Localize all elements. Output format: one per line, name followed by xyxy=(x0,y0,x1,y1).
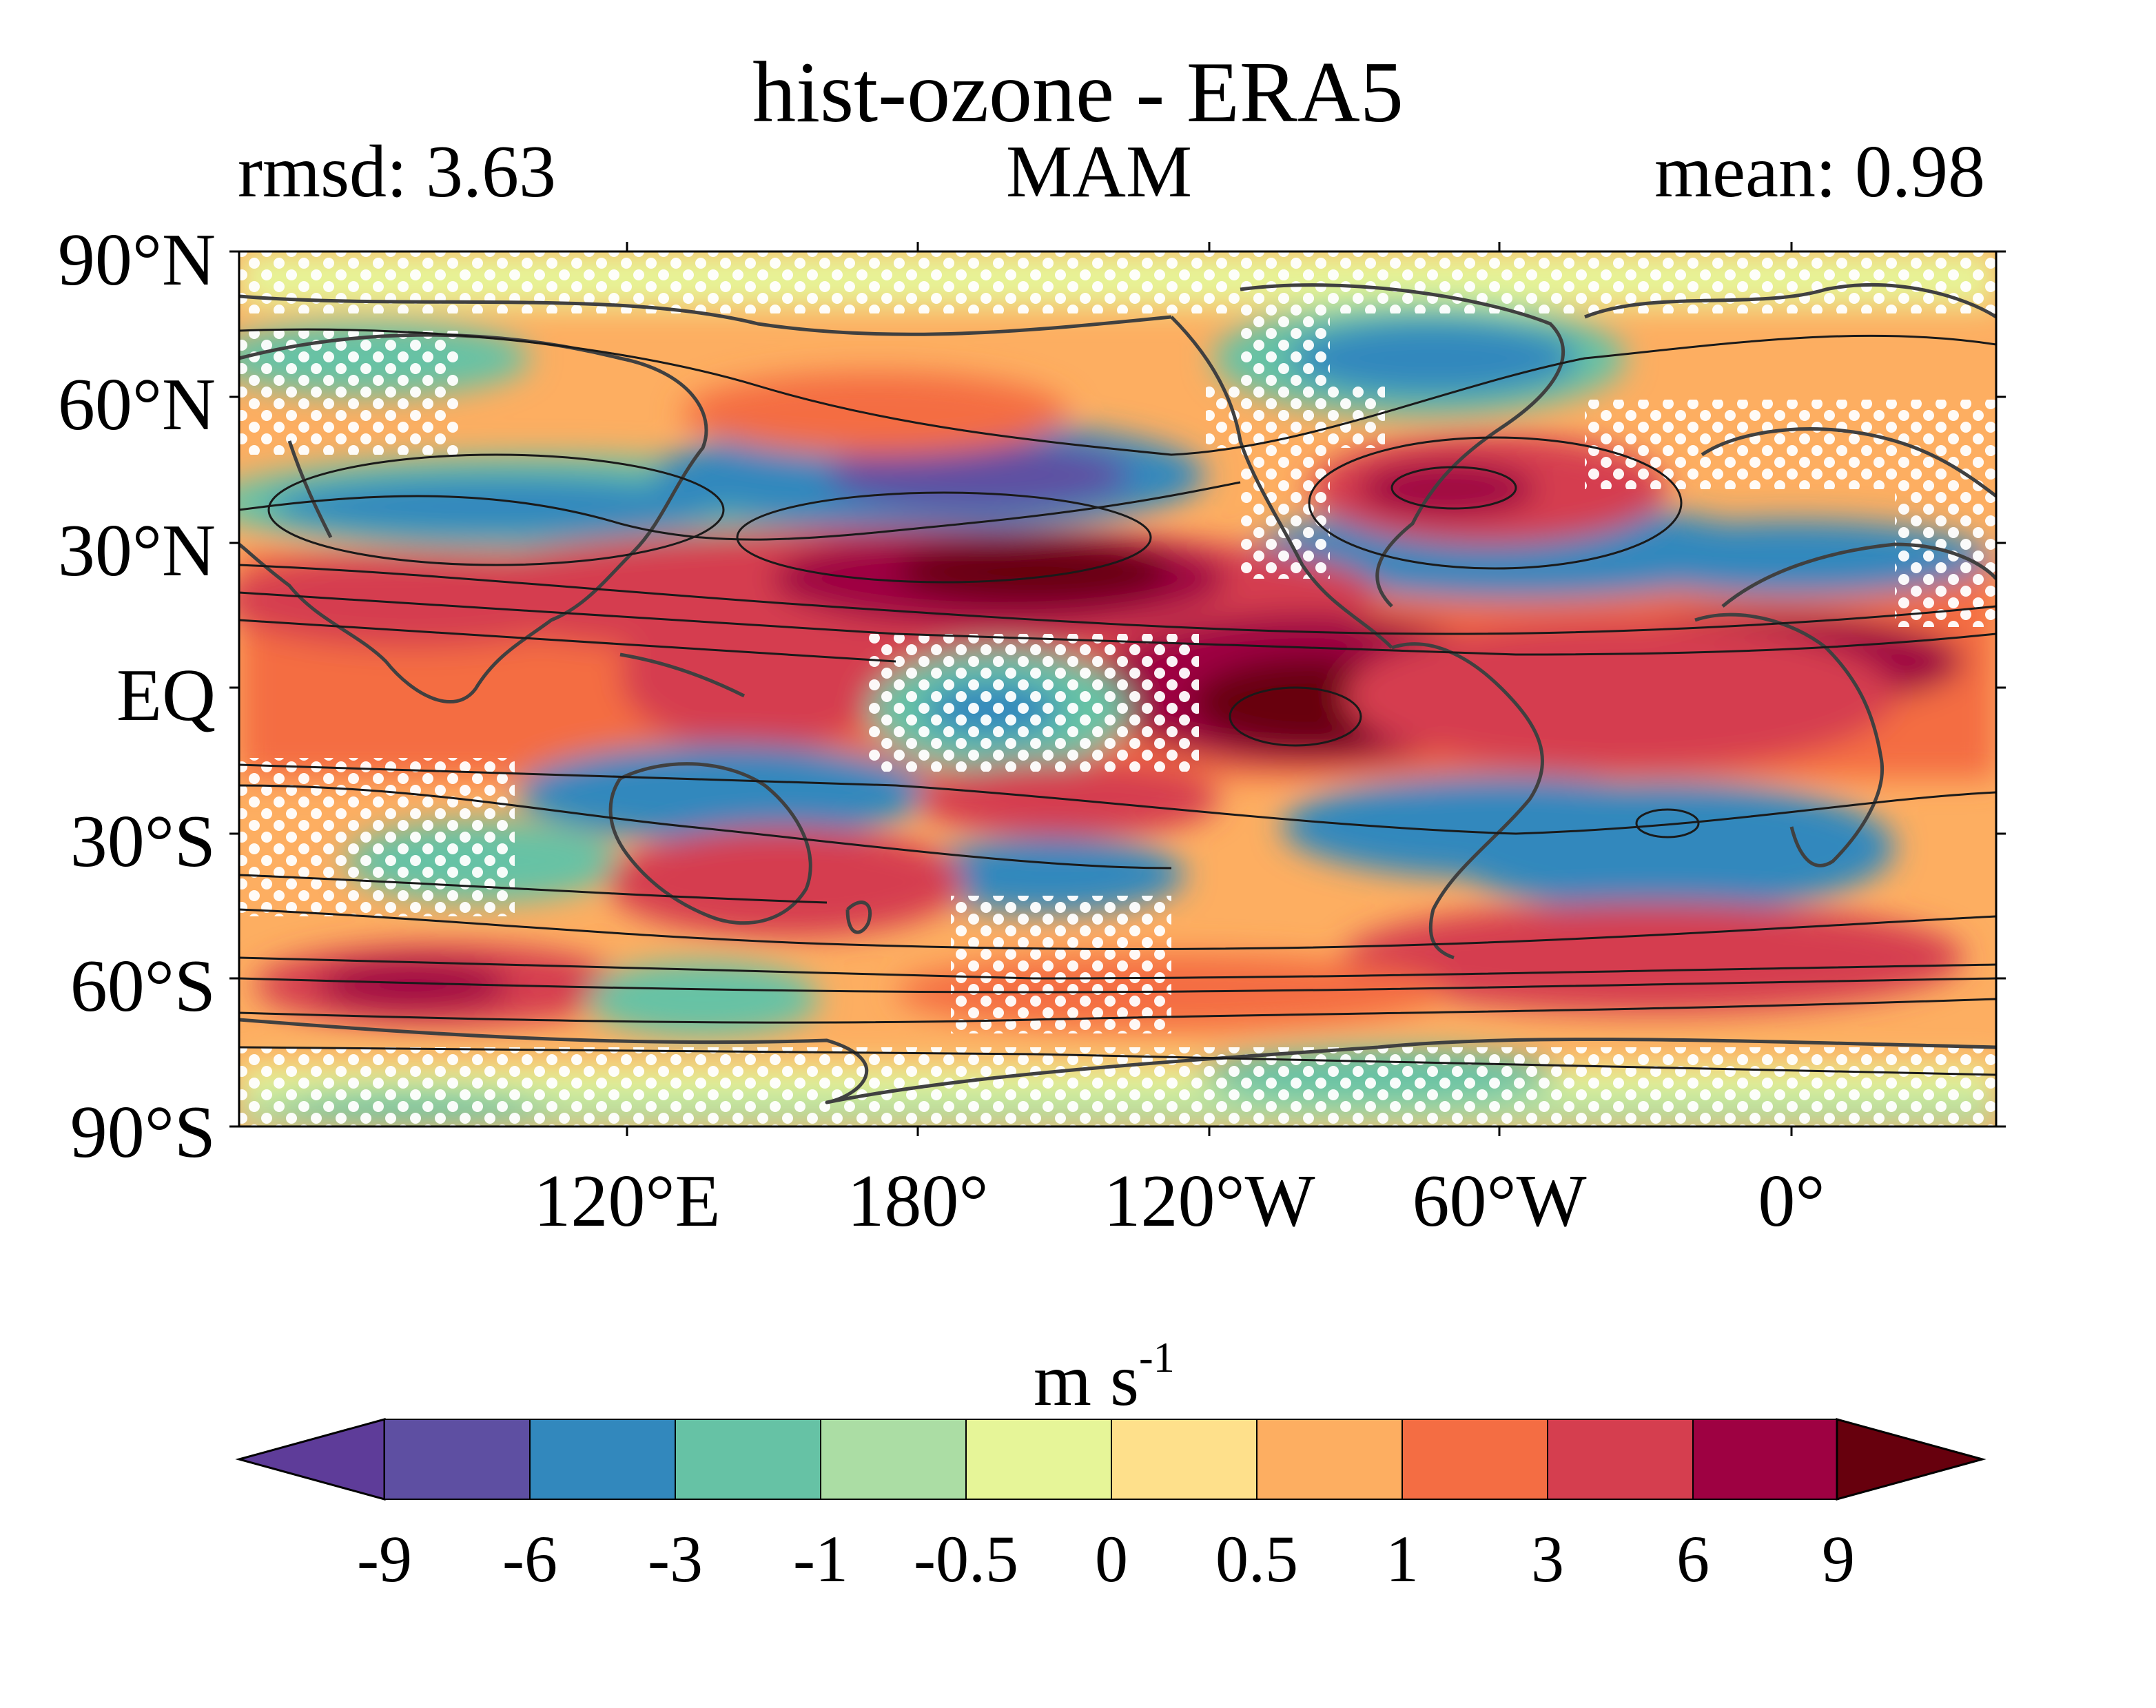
colorbar-swatch xyxy=(1256,1419,1403,1500)
colorbar-extend-min xyxy=(235,1418,386,1501)
colorbar-swatch xyxy=(1111,1419,1257,1500)
colorbar-tick: 9 xyxy=(1822,1522,1855,1596)
colorbar-swatch xyxy=(1692,1419,1839,1500)
colorbar-tick: -1 xyxy=(793,1522,848,1596)
colorbar-tick: -3 xyxy=(648,1522,703,1596)
colorbar xyxy=(235,1418,1986,1501)
colorbar-swatch xyxy=(675,1419,821,1500)
lon-label-120w: 120°W xyxy=(1103,1160,1315,1242)
colorbar-swatch xyxy=(1547,1419,1694,1500)
lat-label-60n: 60°N xyxy=(57,364,216,446)
colorbar-unit-exponent: -1 xyxy=(1139,1335,1175,1381)
colorbar-tick: 0 xyxy=(1095,1522,1128,1596)
colorbar-tick: 0.5 xyxy=(1215,1522,1298,1596)
lat-label-30s: 30°S xyxy=(70,801,216,883)
colorbar-unit-base: m s xyxy=(1034,1339,1140,1421)
colorbar-tick: -6 xyxy=(502,1522,557,1596)
colorbar-tick: 3 xyxy=(1531,1522,1564,1596)
map-title: hist-ozone - ERA5 xyxy=(752,45,1404,141)
colorbar-swatch xyxy=(1402,1419,1548,1500)
lon-label-120e: 120°E xyxy=(533,1160,721,1242)
lon-label-60w: 60°W xyxy=(1412,1160,1587,1242)
map-frame xyxy=(229,242,2006,1136)
colorbar-swatch xyxy=(529,1419,676,1500)
lat-label-eq: EQ xyxy=(116,655,216,737)
colorbar-tick: 1 xyxy=(1386,1522,1419,1596)
season-label: MAM xyxy=(1006,131,1193,213)
colorbar-tick: -0.5 xyxy=(914,1522,1018,1596)
map-field xyxy=(239,251,1996,1126)
lat-label-30n: 30°N xyxy=(57,510,216,592)
lat-label-90n: 90°N xyxy=(57,219,216,301)
lon-label-180: 180° xyxy=(847,1160,989,1242)
lat-label-60s: 60°S xyxy=(70,945,216,1027)
lat-label-90s: 90°S xyxy=(70,1091,216,1173)
colorbar-swatch xyxy=(820,1419,967,1500)
rmsd-label: rmsd: 3.63 xyxy=(238,131,557,213)
lon-label-0: 0° xyxy=(1758,1160,1825,1242)
colorbar-tick: 6 xyxy=(1676,1522,1710,1596)
colorbar-extend-max xyxy=(1836,1418,1986,1501)
mean-label: mean: 0.98 xyxy=(1654,131,1985,213)
colorbar-swatch xyxy=(384,1419,531,1500)
colorbar-unit: m s-1 xyxy=(1034,1337,1175,1418)
colorbar-tick: -9 xyxy=(357,1522,412,1596)
colorbar-swatch xyxy=(965,1419,1112,1500)
